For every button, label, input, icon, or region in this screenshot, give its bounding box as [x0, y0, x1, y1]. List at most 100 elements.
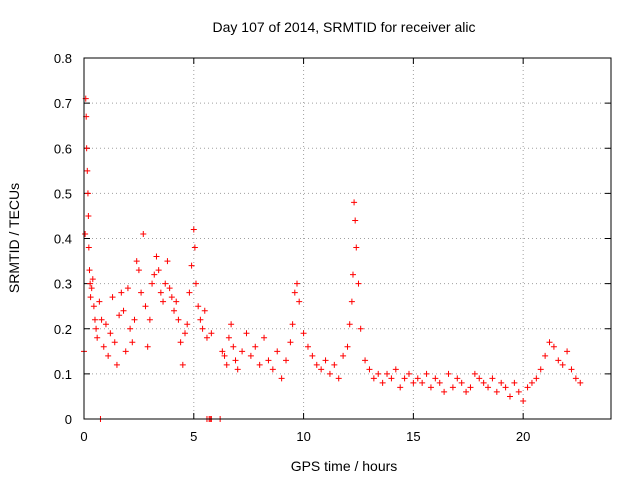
y-tick-label: 0.7	[54, 96, 72, 111]
data-point	[480, 379, 487, 386]
data-point	[82, 230, 89, 237]
data-point	[96, 298, 103, 305]
data-point	[392, 366, 399, 373]
data-point	[454, 375, 461, 382]
data-point	[577, 379, 584, 386]
data-point	[445, 370, 452, 377]
data-point	[195, 303, 202, 310]
data-point	[113, 361, 120, 368]
data-point	[223, 361, 230, 368]
data-point	[166, 285, 173, 292]
data-point	[151, 271, 158, 278]
data-point	[140, 230, 147, 237]
data-point	[559, 361, 566, 368]
data-point	[232, 357, 239, 364]
plot-frame	[83, 57, 612, 420]
data-point	[287, 339, 294, 346]
data-point	[265, 357, 272, 364]
x-tick-label: 10	[296, 429, 310, 444]
data-point	[138, 289, 145, 296]
data-point	[247, 352, 254, 359]
data-point	[348, 298, 355, 305]
data-point	[85, 244, 92, 251]
data-point	[188, 262, 195, 269]
data-point	[88, 285, 95, 292]
grid	[84, 58, 611, 419]
data-point	[256, 361, 263, 368]
data-point	[168, 294, 175, 301]
data-point	[107, 330, 114, 337]
data-point	[171, 307, 178, 314]
data-point	[304, 343, 311, 350]
data-point	[322, 357, 329, 364]
data-points	[81, 95, 584, 422]
data-point	[87, 280, 94, 287]
data-point	[252, 343, 259, 350]
data-point	[86, 267, 93, 274]
data-point	[109, 294, 116, 301]
data-point	[234, 366, 241, 373]
data-point	[105, 352, 112, 359]
data-point	[278, 375, 285, 382]
y-tick-label: 0.1	[54, 367, 72, 382]
data-point	[568, 366, 575, 373]
data-point	[528, 379, 535, 386]
data-point	[111, 339, 118, 346]
data-point	[515, 388, 522, 395]
data-point	[520, 397, 527, 404]
data-point	[550, 343, 557, 350]
y-tick-label: 0.4	[54, 232, 72, 247]
data-point	[162, 280, 169, 287]
data-point	[353, 244, 360, 251]
data-point	[203, 334, 210, 341]
data-point	[191, 244, 198, 251]
y-tick-label: 0.6	[54, 141, 72, 156]
data-point	[533, 375, 540, 382]
data-point	[116, 312, 123, 319]
x-tick-label: 15	[406, 429, 420, 444]
data-point	[419, 379, 426, 386]
data-point	[84, 167, 91, 174]
data-point	[142, 303, 149, 310]
data-point	[133, 258, 140, 265]
axis-ticks	[83, 57, 611, 420]
data-point	[352, 217, 359, 224]
data-point	[346, 321, 353, 328]
data-point	[208, 330, 215, 337]
data-point	[476, 375, 483, 382]
data-point	[192, 280, 199, 287]
data-point	[118, 289, 125, 296]
data-point	[157, 289, 164, 296]
data-point	[177, 339, 184, 346]
data-point	[124, 285, 131, 292]
data-point	[269, 366, 276, 373]
data-point	[485, 384, 492, 391]
data-point	[120, 307, 127, 314]
data-point	[98, 316, 105, 323]
chart-title: Day 107 of 2014, SRMTID for receiver ali…	[213, 19, 476, 35]
data-point	[175, 316, 182, 323]
data-point	[436, 379, 443, 386]
data-point	[349, 271, 356, 278]
data-point	[357, 325, 364, 332]
data-point	[243, 330, 250, 337]
x-axis-label: GPS time / hours	[291, 458, 398, 474]
data-point	[221, 352, 228, 359]
data-point	[471, 370, 478, 377]
data-point	[366, 366, 373, 373]
data-point	[449, 384, 456, 391]
data-point	[375, 370, 382, 377]
data-point	[511, 379, 518, 386]
data-point	[313, 361, 320, 368]
y-tick-label: 0.8	[54, 51, 72, 66]
data-point	[572, 375, 579, 382]
data-point	[427, 384, 434, 391]
data-point	[225, 334, 232, 341]
data-point	[493, 388, 500, 395]
data-point	[458, 379, 465, 386]
x-tick-label: 5	[190, 429, 197, 444]
data-point	[160, 298, 167, 305]
data-point	[344, 343, 351, 350]
data-point	[410, 379, 417, 386]
